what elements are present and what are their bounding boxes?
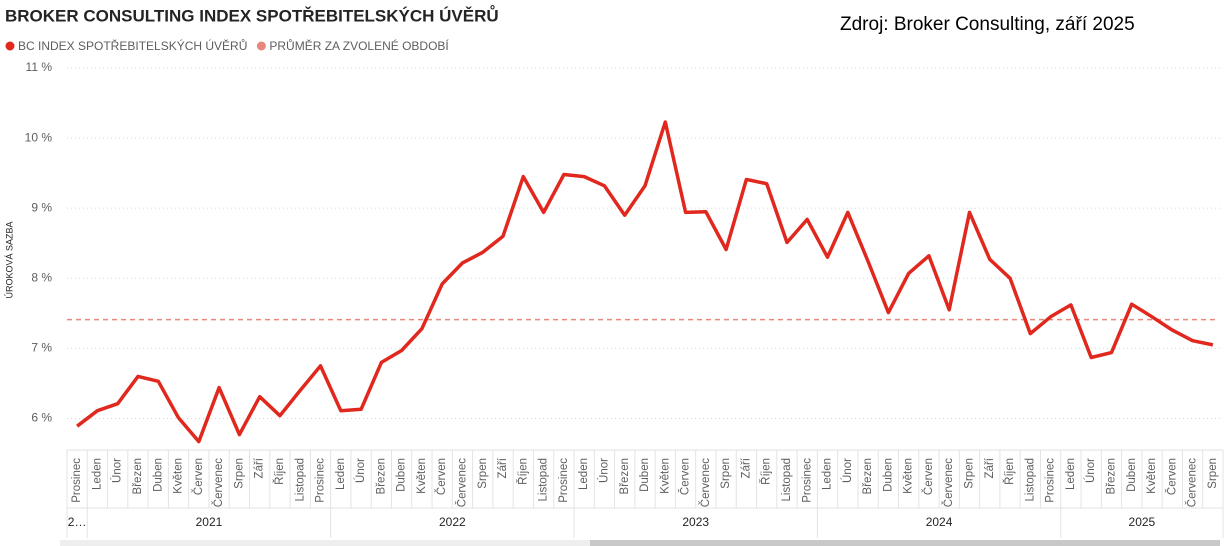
x-tick-label: Červenec — [212, 458, 225, 507]
x-tick-label: Únor — [841, 458, 854, 483]
x-tick-label: Březen — [1105, 458, 1117, 494]
x-tick-label: Květen — [1146, 458, 1158, 494]
x-tick-label: Říjen — [273, 458, 286, 485]
x-tick-label: Srpen — [964, 458, 976, 489]
x-tick-label: Duben — [639, 458, 651, 492]
year-label: 2022 — [439, 515, 466, 529]
x-tick-label: Květen — [903, 458, 915, 494]
y-tick-label: 6 % — [31, 411, 52, 425]
x-tick-label: Září — [740, 457, 752, 478]
x-tick-label: Září — [497, 457, 509, 478]
x-tick-label: Listopad — [1024, 458, 1036, 501]
x-tick-label: Červen — [1165, 458, 1178, 495]
x-tick-label: Leden — [822, 458, 834, 490]
x-tick-label: Říjen — [1003, 458, 1016, 485]
y-tick-label: 10 % — [25, 130, 53, 144]
legend-label: BC INDEX SPOTŘEBITELSKÝCH ÚVĚRŮ — [18, 38, 247, 53]
x-tick-label: Červenec — [942, 458, 955, 507]
year-label: 2021 — [196, 515, 223, 529]
y-tick-label: 11 % — [26, 60, 53, 74]
x-tick-label: Březen — [619, 458, 631, 494]
x-tick-label: Únor — [597, 458, 610, 483]
x-tick-label: Leden — [91, 458, 103, 490]
x-tick-label: Prosinec — [1045, 458, 1057, 503]
x-tick-label: Září — [984, 457, 996, 478]
x-tick-label: Říjen — [516, 458, 529, 485]
y-tick-label: 9 % — [31, 200, 52, 214]
legend-marker — [256, 41, 266, 51]
y-tick-label: 7 % — [31, 341, 52, 355]
scrollbar-thumb[interactable] — [590, 540, 1220, 546]
x-tick-label: Leden — [1065, 458, 1077, 490]
x-tick-label: Listopad — [538, 458, 550, 501]
x-tick-label: Březen — [132, 458, 144, 494]
x-tick-label: Únor — [111, 458, 124, 483]
x-tick-label: Prosinec — [71, 458, 83, 503]
x-tick-label: Leden — [578, 458, 590, 490]
x-tick-label: Duben — [1126, 458, 1138, 492]
y-axis-title: ÚROKOVÁ SAZBA — [4, 221, 14, 298]
y-tick-label: 8 % — [31, 270, 52, 284]
legend-marker — [5, 41, 15, 51]
legend-label: PRŮMĚR ZA ZVOLENÉ OBDOBÍ — [269, 38, 449, 53]
x-tick-label: Únor — [354, 458, 367, 483]
x-tick-label: Říjen — [760, 458, 773, 485]
x-tick-label: Červenec — [1186, 458, 1199, 507]
x-tick-label: Duben — [152, 458, 164, 492]
x-tick-label: Květen — [173, 458, 185, 494]
x-tick-label: Červenec — [456, 458, 469, 507]
x-tick-label: Leden — [335, 458, 347, 490]
chart-title: BROKER CONSULTING INDEX SPOTŘEBITELSKÝCH… — [5, 5, 499, 25]
x-tick-label: Srpen — [233, 458, 245, 489]
x-tick-label: Prosinec — [315, 458, 327, 503]
x-tick-label: Květen — [416, 458, 428, 494]
year-label: 2023 — [682, 515, 709, 529]
x-tick-label: Listopad — [781, 458, 793, 501]
x-tick-label: Prosinec — [801, 458, 813, 503]
x-tick-label: Září — [254, 457, 266, 478]
source-note: Zdroj: Broker Consulting, září 2025 — [840, 14, 1135, 35]
x-tick-label: Červen — [435, 458, 448, 495]
x-tick-label: Červen — [192, 458, 205, 495]
x-tick-label: Srpen — [1207, 458, 1219, 489]
x-tick-label: Duben — [882, 458, 894, 492]
year-label: 2… — [68, 515, 87, 529]
x-tick-label: Duben — [396, 458, 408, 492]
x-tick-label: Březen — [862, 458, 874, 494]
x-tick-label: Červen — [922, 458, 935, 495]
x-tick-label: Únor — [1084, 458, 1097, 483]
x-tick-label: Prosinec — [558, 458, 570, 503]
year-label: 2025 — [1129, 515, 1156, 529]
year-label: 2024 — [926, 515, 953, 529]
x-tick-label: Květen — [659, 458, 671, 494]
x-tick-label: Listopad — [294, 458, 306, 501]
x-tick-label: Červen — [679, 458, 692, 495]
x-tick-label: Červenec — [699, 458, 712, 507]
x-tick-label: Srpen — [720, 458, 732, 489]
line-series — [76, 120, 1214, 444]
x-tick-label: Březen — [375, 458, 387, 494]
x-tick-label: Srpen — [477, 458, 489, 489]
